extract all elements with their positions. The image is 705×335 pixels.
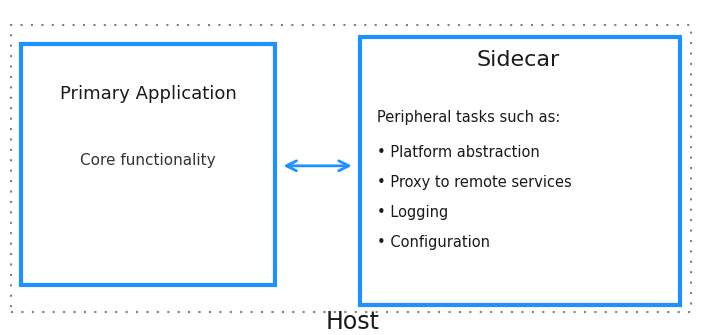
FancyBboxPatch shape — [21, 44, 275, 285]
Text: Primary Application: Primary Application — [60, 85, 236, 103]
Text: • Platform abstraction: • Platform abstraction — [377, 145, 540, 160]
FancyBboxPatch shape — [11, 25, 691, 312]
Text: Host: Host — [326, 310, 379, 334]
Text: • Logging: • Logging — [377, 205, 448, 220]
Text: • Proxy to remote services: • Proxy to remote services — [377, 175, 572, 190]
Text: Peripheral tasks such as:: Peripheral tasks such as: — [377, 110, 560, 125]
FancyBboxPatch shape — [360, 37, 680, 305]
Text: Sidecar: Sidecar — [477, 50, 560, 70]
Text: Core functionality: Core functionality — [80, 153, 216, 168]
Text: • Configuration: • Configuration — [377, 236, 490, 250]
